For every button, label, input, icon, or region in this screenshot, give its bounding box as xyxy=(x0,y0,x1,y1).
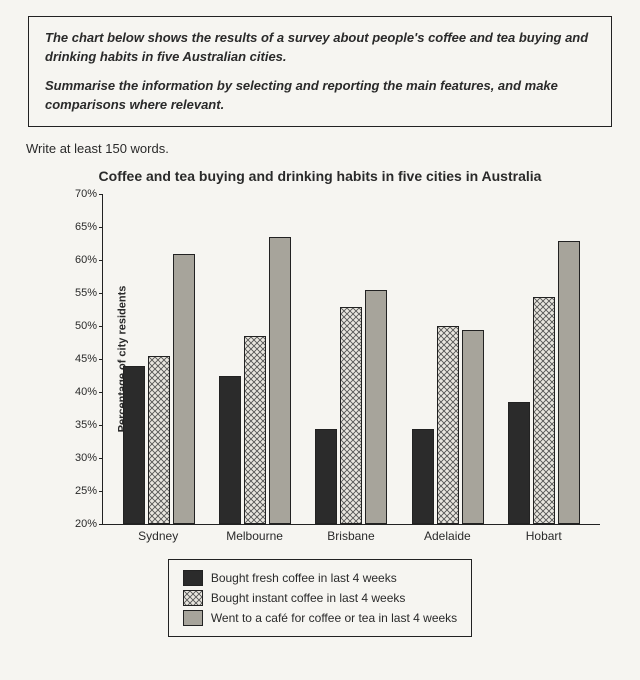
bar-cafe xyxy=(462,330,484,525)
y-tick: 60% xyxy=(63,254,97,266)
bar-fresh xyxy=(219,376,241,525)
bar-instant xyxy=(340,307,362,525)
task-prompt-box: The chart below shows the results of a s… xyxy=(28,16,612,127)
bar-instant xyxy=(437,326,459,524)
legend: Bought fresh coffee in last 4 weeks Bough… xyxy=(168,559,472,637)
legend-label: Bought fresh coffee in last 4 weeks xyxy=(211,571,397,585)
y-tick: 40% xyxy=(63,386,97,398)
x-tick-label: Hobart xyxy=(504,529,584,543)
bar-group xyxy=(315,290,387,524)
y-tick: 20% xyxy=(63,518,97,530)
bar-cafe xyxy=(269,237,291,524)
y-tick: 55% xyxy=(63,287,97,299)
prompt-paragraph-2: Summarise the information by selecting a… xyxy=(45,77,595,115)
y-tick: 70% xyxy=(63,188,97,200)
x-axis-labels: Sydney Melbourne Brisbane Adelaide Hobart xyxy=(102,525,600,543)
legend-swatch xyxy=(183,590,203,606)
bar-cafe xyxy=(365,290,387,524)
y-tick: 25% xyxy=(63,485,97,497)
prompt-paragraph-1: The chart below shows the results of a s… xyxy=(45,29,595,67)
y-tick: 35% xyxy=(63,419,97,431)
legend-swatch xyxy=(183,570,203,586)
chart-title: Coffee and tea buying and drinking habit… xyxy=(20,168,620,184)
legend-swatch xyxy=(183,610,203,626)
bar-instant xyxy=(533,297,555,525)
bar-cafe xyxy=(173,254,195,525)
bar-instant xyxy=(148,356,170,524)
x-tick-label: Melbourne xyxy=(215,529,295,543)
bar-groups xyxy=(103,194,600,524)
bar-fresh xyxy=(508,402,530,524)
legend-row: Went to a café for coffee or tea in last… xyxy=(183,608,457,628)
bar-group xyxy=(123,254,195,525)
x-tick-label: Adelaide xyxy=(407,529,487,543)
bar-group xyxy=(219,237,291,524)
legend-label: Bought instant coffee in last 4 weeks xyxy=(211,591,406,605)
bar-chart: Percentage of city residents 20%25%30%35… xyxy=(40,194,600,543)
bar-instant xyxy=(244,336,266,524)
bar-group xyxy=(508,241,580,525)
bar-fresh xyxy=(315,429,337,525)
x-tick-label: Brisbane xyxy=(311,529,391,543)
bar-cafe xyxy=(558,241,580,525)
y-tick: 65% xyxy=(63,221,97,233)
bar-fresh xyxy=(412,429,434,525)
y-tick: 30% xyxy=(63,452,97,464)
legend-row: Bought instant coffee in last 4 weeks xyxy=(183,588,457,608)
plot-area: Percentage of city residents 20%25%30%35… xyxy=(102,194,600,525)
y-tick: 50% xyxy=(63,320,97,332)
x-tick-label: Sydney xyxy=(118,529,198,543)
legend-row: Bought fresh coffee in last 4 weeks xyxy=(183,568,457,588)
bar-group xyxy=(412,326,484,524)
legend-label: Went to a café for coffee or tea in last… xyxy=(211,611,457,625)
y-tick: 45% xyxy=(63,353,97,365)
bar-fresh xyxy=(123,366,145,524)
word-count-instruction: Write at least 150 words. xyxy=(26,141,620,156)
